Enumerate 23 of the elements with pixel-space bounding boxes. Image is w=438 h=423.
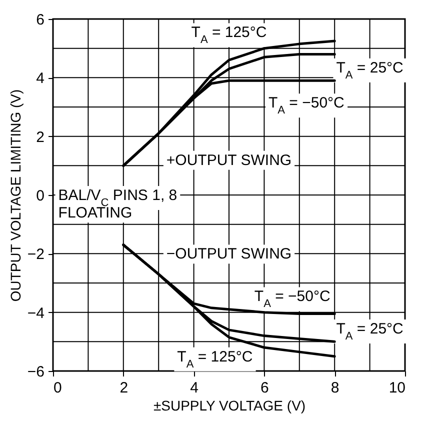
x-axis-title: ±SUPPLY VOLTAGE (V) xyxy=(153,398,306,414)
annotation: −OUTPUT SWING xyxy=(166,246,292,263)
y-tick-label: 2 xyxy=(36,128,44,146)
x-tick-label: 0 xyxy=(54,380,62,396)
annotation: T$_{A}$ = −50°C xyxy=(254,288,330,310)
annotation: T$_{A}$ = 125°C xyxy=(191,24,267,46)
y-tick-label: −4 xyxy=(27,304,44,322)
x-tick-label: 8 xyxy=(330,380,340,396)
y-tick-label: −6 xyxy=(27,364,44,380)
y-tick-label: −2 xyxy=(27,246,44,264)
annotation: T$_{A}$ = 125°C xyxy=(177,348,253,370)
x-tick-label: 6 xyxy=(260,380,269,396)
x-tick-label: 10 xyxy=(388,380,406,396)
annotation: +OUTPUT SWING xyxy=(166,152,292,169)
x-tick-label: 2 xyxy=(120,380,128,396)
y-tick-label: 0 xyxy=(36,188,44,204)
annotation: T$_{A}$ = 25°C xyxy=(336,59,404,82)
y-axis-title: OUTPUT VOLTAGE LIMITING (V) xyxy=(7,89,24,302)
y-tick-label: 4 xyxy=(36,70,44,88)
annotation: T$_{A}$ = 25°C xyxy=(336,320,404,342)
x-tick-label: 4 xyxy=(190,380,198,396)
annotation: T$_{A}$ = −50°C xyxy=(268,94,345,117)
y-tick-label: 6 xyxy=(36,12,44,28)
